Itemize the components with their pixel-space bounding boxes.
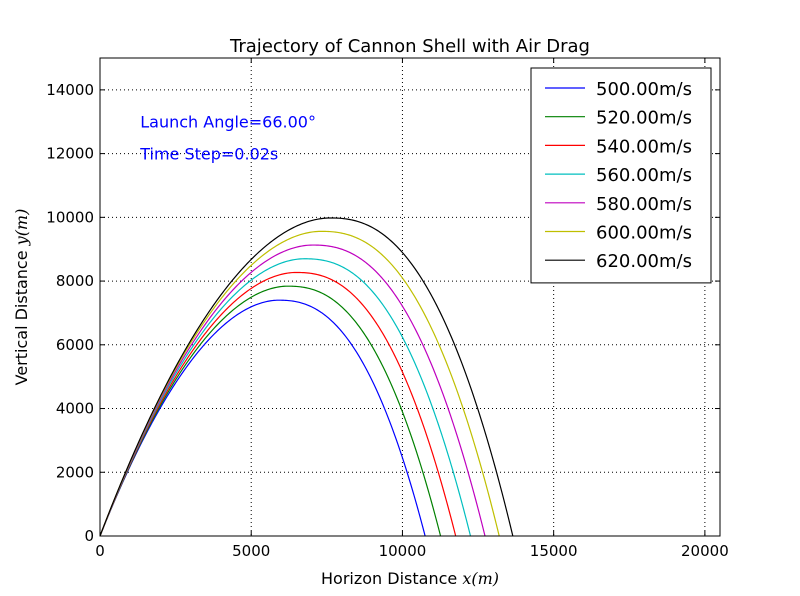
series-line-7 [99, 217, 514, 537]
y-tick-label: 10000 [46, 208, 94, 226]
legend-label: 600.00m/s [596, 223, 692, 244]
y-axis-label-text: Vertical Distance [12, 245, 31, 385]
series-line-6 [99, 230, 500, 537]
legend-label: 620.00m/s [596, 251, 692, 272]
annotation-text: Time Step=0.02s [139, 145, 278, 164]
legend-label: 520.00m/s [596, 108, 692, 129]
y-tick-label: 2000 [56, 463, 94, 481]
legend-label: 500.00m/s [596, 79, 692, 100]
legend-label: 560.00m/s [596, 165, 692, 186]
plot-frame [99, 57, 721, 537]
y-tick-label: 4000 [56, 400, 94, 418]
legend-label: 580.00m/s [596, 194, 692, 215]
y-tick-label: 0 [84, 527, 94, 545]
y-tick-label: 12000 [46, 145, 94, 163]
series-line-1 [99, 299, 426, 537]
axis-ticks: 0 5000 10000 15000 20000 0 2000 4000 6000 8000 100… [46, 58, 729, 560]
annotations: Launch Angle=66.00° Time Step=0.02s [139, 113, 316, 164]
x-tick-label: 20000 [681, 542, 729, 560]
series-line-5 [99, 244, 486, 537]
y-axis-label-math: y(m) [12, 209, 31, 247]
series-line-2 [99, 285, 442, 537]
legend-box [530, 67, 712, 284]
legend: 500.00m/s 520.00m/s 540.00m/s 560.00m/s 580.… [530, 67, 712, 284]
legend-label: 540.00m/s [596, 136, 692, 157]
y-tick-label: 6000 [56, 336, 94, 354]
y-tick-label: 14000 [46, 81, 94, 99]
y-tick-label: 8000 [56, 272, 94, 290]
series-line-4 [99, 258, 472, 537]
x-tick-label: 15000 [530, 542, 578, 560]
x-axis-label-text: Horizon Distance [321, 569, 462, 588]
annotation-text: Launch Angle=66.00° [140, 113, 316, 132]
x-tick-label: 5000 [232, 542, 270, 560]
x-tick-label: 0 [95, 542, 105, 560]
x-axis-label-math: x(m) [462, 569, 499, 588]
chart-title: Trajectory of Cannon Shell with Air Drag [229, 36, 590, 57]
series-line-3 [99, 271, 457, 537]
series-lines [99, 217, 514, 537]
y-axis-label: Vertical Distance y(m) [12, 209, 31, 386]
x-tick-label: 10000 [379, 542, 427, 560]
x-axis-label: Horizon Distance x(m) [321, 569, 499, 588]
